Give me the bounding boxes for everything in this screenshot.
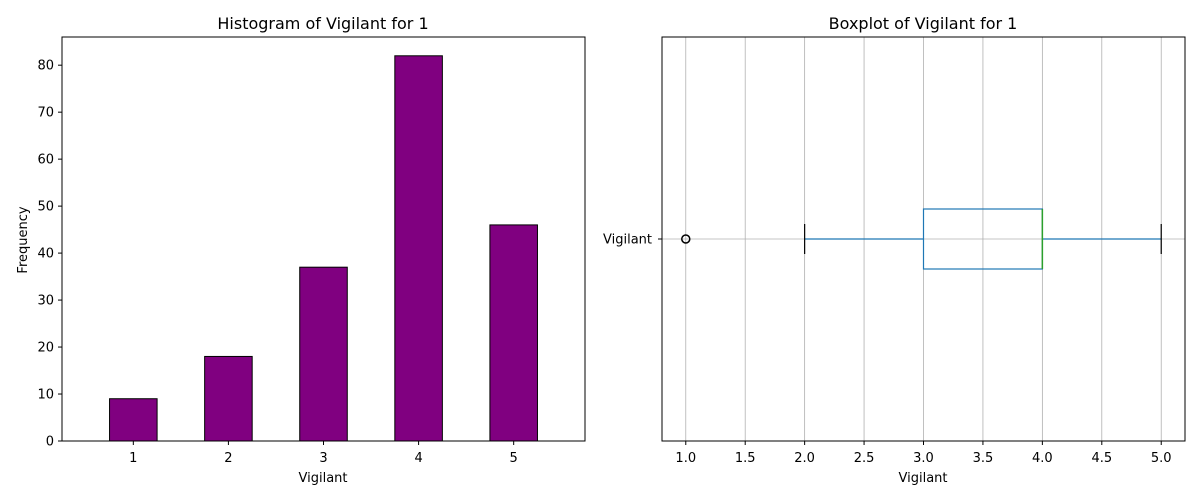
boxplot-x-tick-label: 2.5 xyxy=(854,451,875,466)
boxplot-x-ticks: 1.0 1.5 2.0 2.5 3.0 3.5 4.0 4.5 5.0 xyxy=(675,441,1172,466)
histogram-y-tick-label: 80 xyxy=(37,59,54,74)
histogram-bar-2 xyxy=(204,355,253,442)
boxplot-x-tick-label: 3.0 xyxy=(913,451,934,466)
histogram-y-tick-label: 70 xyxy=(37,106,54,121)
histogram-bar-4 xyxy=(394,55,443,442)
boxplot-x-tick-label: 4.5 xyxy=(1091,451,1112,466)
boxplot-y-tick-label: Vigilant xyxy=(603,233,652,248)
histogram-bar-5 xyxy=(489,224,538,442)
histogram-x-tick-label: 4 xyxy=(414,451,422,466)
histogram-y-tick-label: 30 xyxy=(37,294,54,309)
histogram-y-tick-label: 40 xyxy=(37,247,54,262)
histogram-title: Histogram of Vigilant for 1 xyxy=(217,14,428,33)
histogram-x-axis-label: Vigilant xyxy=(299,471,348,486)
boxplot-x-tick-label: 4.0 xyxy=(1032,451,1053,466)
boxplot-x-tick-label: 5.0 xyxy=(1151,451,1172,466)
boxplot-x-tick-label: 3.5 xyxy=(973,451,994,466)
histogram-y-ticks: 0 10 20 30 40 50 60 70 80 xyxy=(37,59,62,450)
histogram-y-tick-label: 50 xyxy=(37,200,54,215)
histogram-y-tick-label: 10 xyxy=(37,388,54,403)
boxplot-x-tick-label: 1.0 xyxy=(675,451,696,466)
histogram-bar-1 xyxy=(109,398,158,442)
boxplot-marks xyxy=(681,208,1162,270)
histogram-x-tick-label: 2 xyxy=(224,451,232,466)
histogram-x-tick-label: 1 xyxy=(129,451,137,466)
histogram-bar-3 xyxy=(299,266,348,442)
boxplot-x-axis-label: Vigilant xyxy=(899,471,948,486)
histogram-x-tick-label: 5 xyxy=(510,451,518,466)
boxplot-chart: Boxplot of Vigilant for 1 1.0 1.5 2.0 2.5 3.… xyxy=(603,14,1186,486)
histogram-y-tick-label: 0 xyxy=(46,435,54,450)
histogram-y-tick-label: 60 xyxy=(37,153,54,168)
boxplot-title: Boxplot of Vigilant for 1 xyxy=(829,14,1018,33)
histogram-x-ticks: 1 2 3 4 5 xyxy=(129,441,518,466)
boxplot-y-ticks: Vigilant xyxy=(603,233,662,248)
boxplot-x-tick-label: 1.5 xyxy=(735,451,756,466)
histogram-bars xyxy=(109,55,538,442)
histogram-y-axis-label: Frequency xyxy=(16,206,31,273)
histogram-x-tick-label: 3 xyxy=(319,451,327,466)
histogram-y-tick-label: 20 xyxy=(37,341,54,356)
boxplot-outlier-point xyxy=(681,234,691,244)
boxplot-x-tick-label: 2.0 xyxy=(794,451,815,466)
histogram-chart: Histogram of Vigilant for 1 1 2 3 4 5 0 10 20 3… xyxy=(16,14,586,486)
